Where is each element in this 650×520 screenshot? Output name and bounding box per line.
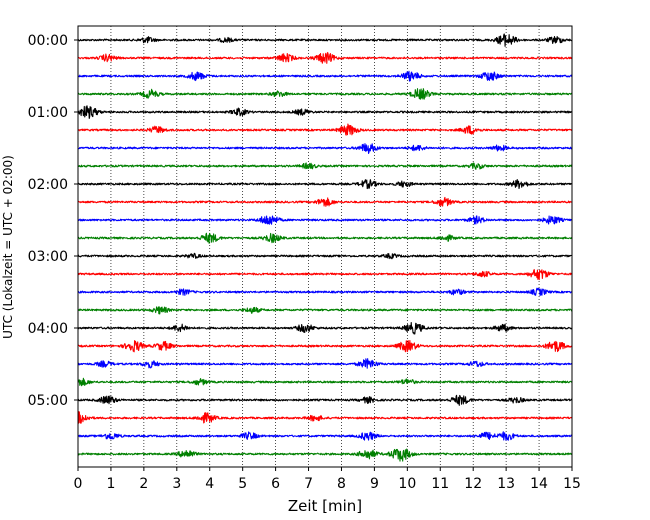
x-tick-label: 11 [431, 476, 449, 492]
x-tick-label: 12 [464, 476, 482, 492]
x-tick-label: 0 [74, 476, 83, 492]
seismic-traces [77, 33, 573, 462]
x-tick-label: 13 [497, 476, 515, 492]
x-tick-label: 15 [563, 476, 581, 492]
trace-line [77, 178, 573, 190]
trace-line [77, 143, 573, 154]
trace-line [77, 232, 573, 244]
trace-line [77, 88, 573, 100]
y-tick-label: 00:00 [28, 33, 68, 49]
trace-line [77, 394, 573, 406]
trace-line [77, 322, 573, 335]
trace-line [77, 162, 573, 170]
x-tick-label: 6 [271, 476, 280, 492]
x-tick-label: 14 [530, 476, 548, 492]
x-tick-label: 10 [398, 476, 416, 492]
x-tick-label: 9 [370, 476, 379, 492]
x-tick-label: 8 [337, 476, 346, 492]
trace-line [77, 196, 573, 207]
y-tick-label: 01:00 [28, 105, 68, 121]
trace-line [77, 33, 573, 47]
y-tick-label: 04:00 [28, 321, 68, 337]
trace-line [77, 51, 573, 64]
trace-line [77, 377, 573, 387]
x-tick-label: 7 [304, 476, 313, 492]
trace-line [77, 448, 573, 462]
y-axis-title: UTC (Lokalzeit = UTC + 02:00) [1, 155, 15, 339]
trace-line [77, 339, 573, 353]
trace-line [77, 431, 573, 441]
y-axis: 00:00 01:00 02:00 03:00 04:00 05:00 [28, 33, 78, 409]
x-tick-label: 3 [172, 476, 181, 492]
x-tick-label: 4 [205, 476, 214, 492]
x-axis: 0 1 2 3 4 5 6 7 8 9 10 11 12 13 14 15 [74, 467, 581, 492]
trace-line [77, 252, 573, 260]
plot-frame [77, 25, 573, 468]
trace-line [77, 411, 573, 425]
trace-line [77, 105, 573, 119]
trace-line [77, 215, 573, 225]
trace-line [77, 358, 573, 369]
x-tick-label: 5 [238, 476, 247, 492]
x-tick-label: 2 [139, 476, 148, 492]
trace-line [77, 123, 573, 136]
x-axis-title: Zeit [min] [288, 497, 362, 515]
y-tick-label: 02:00 [28, 177, 68, 193]
x-tick-label: 1 [106, 476, 115, 492]
y-tick-label: 05:00 [28, 393, 68, 409]
trace-line [77, 269, 573, 281]
trace-line [77, 287, 573, 297]
y-tick-label: 03:00 [28, 249, 68, 265]
trace-line [77, 70, 573, 82]
trace-line [77, 306, 573, 315]
